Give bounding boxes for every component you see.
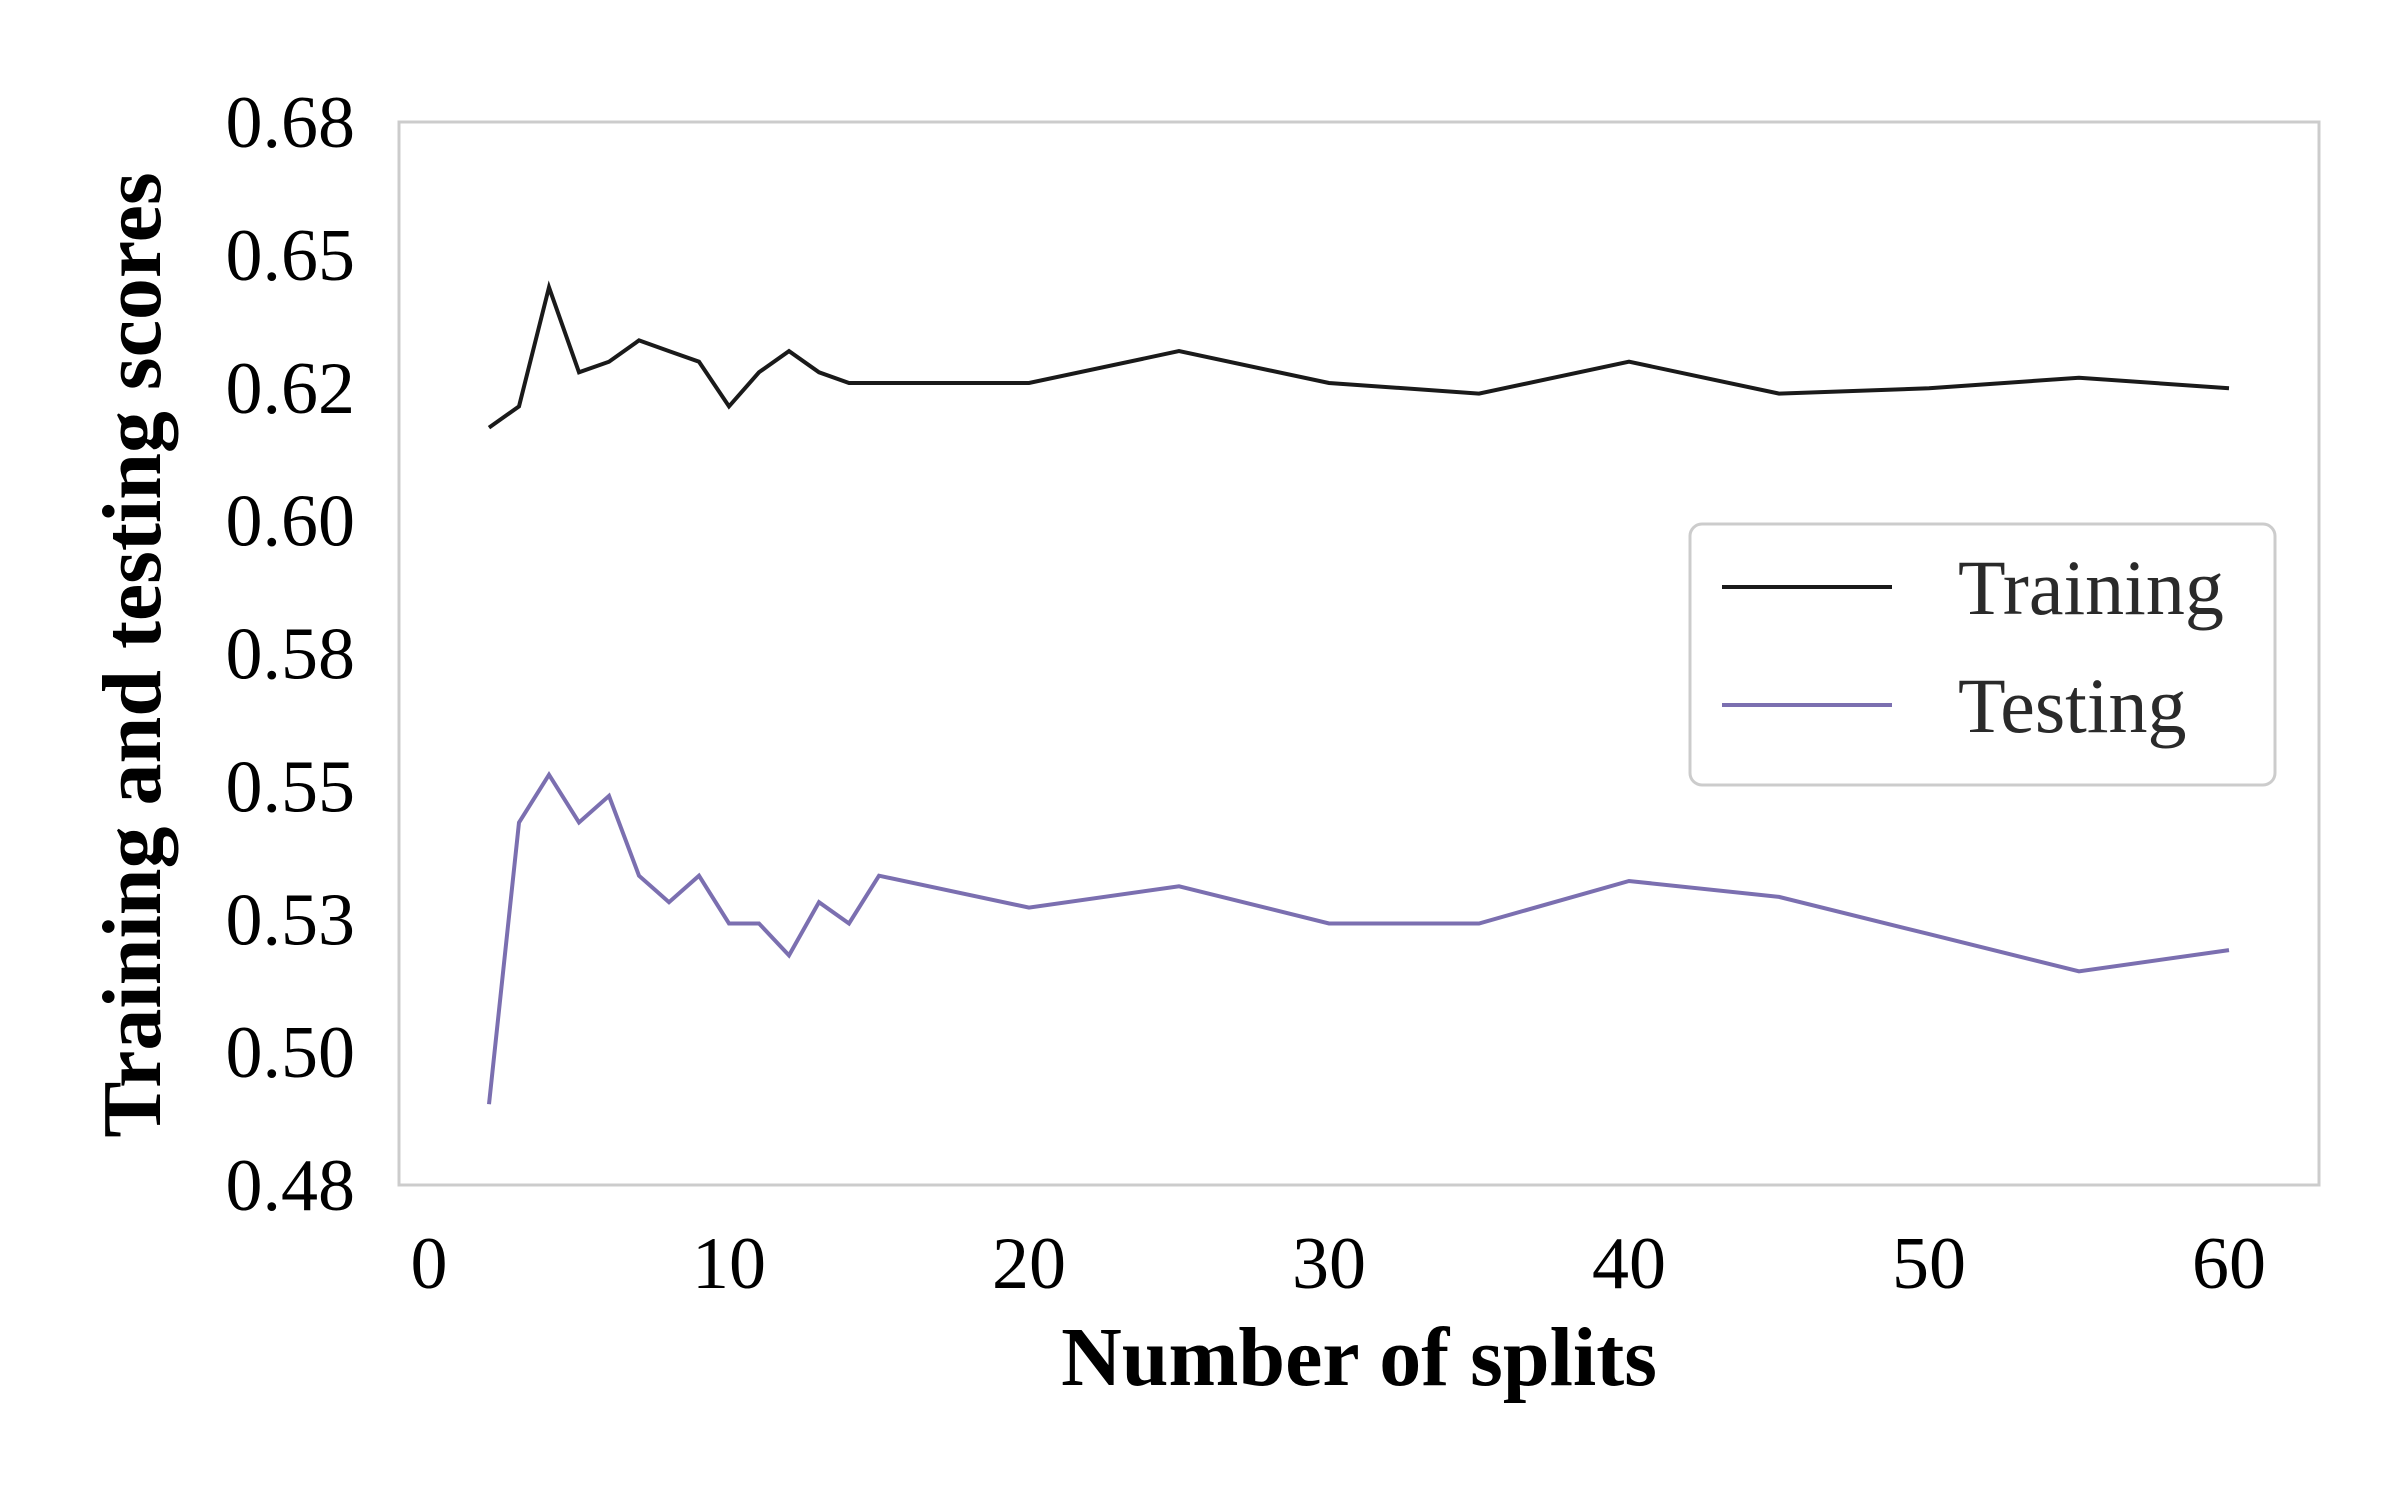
x-tick-label: 20 (992, 1223, 1066, 1305)
y-tick-label: 0.65 (226, 215, 356, 297)
y-tick-label: 0.58 (226, 614, 356, 696)
y-tick-label: 0.55 (226, 746, 356, 828)
plot-frame (397, 120, 2321, 1187)
y-tick-label: 0.53 (226, 879, 356, 961)
legend: Training Testing (1688, 522, 2277, 787)
x-tick-label: 0 (411, 1223, 448, 1305)
series-line-training (487, 280, 2230, 430)
x-tick-label: 50 (1892, 1223, 1966, 1305)
y-axis-tick-labels: 0.48 0.50 0.53 0.55 0.58 0.60 0.62 0.65 0.68 (226, 82, 356, 1227)
legend-box (1688, 522, 2277, 787)
x-tick-label: 10 (692, 1223, 766, 1305)
y-tick-label: 0.62 (226, 348, 356, 430)
y-tick-label: 0.50 (226, 1012, 356, 1094)
x-axis-title: Number of splits (1061, 1311, 1657, 1404)
x-tick-label: 40 (1592, 1223, 1666, 1305)
legend-label-training: Training (1958, 544, 2224, 631)
series-lines (487, 280, 2230, 1105)
y-tick-label: 0.68 (226, 82, 356, 164)
legend-label-testing: Testing (1958, 662, 2187, 749)
x-tick-label: 60 (2192, 1223, 2266, 1305)
x-tick-label: 30 (1292, 1223, 1366, 1305)
series-line-testing (487, 770, 2230, 1105)
y-axis-title: Training and testing scores (86, 172, 179, 1137)
y-tick-label: 0.48 (226, 1145, 356, 1227)
y-tick-label: 0.60 (226, 481, 356, 563)
x-axis-tick-labels: 0 10 20 30 40 50 60 (411, 1223, 2267, 1305)
